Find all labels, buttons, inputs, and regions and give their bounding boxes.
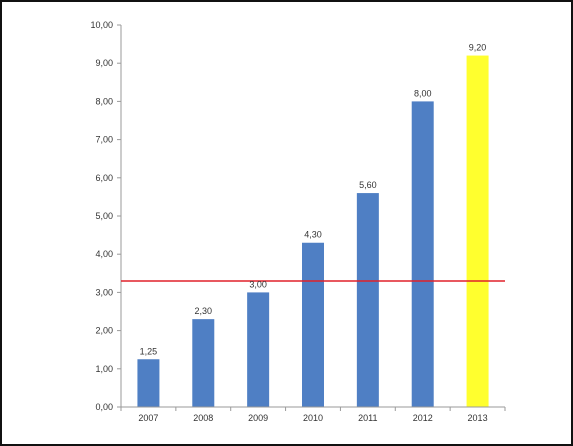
bar (137, 359, 160, 407)
y-tick-label: 5,00 (95, 211, 113, 221)
y-tick-label: 1,00 (95, 364, 113, 374)
y-tick-label: 0,00 (95, 402, 113, 412)
data-label: 9,20 (469, 43, 487, 53)
bar-highlight (466, 55, 489, 408)
y-tick-label: 2,00 (95, 326, 113, 336)
y-axis: 0,00 1,00 2,00 3,00 4,00 5,00 6,00 7,00 8,00 9,00… (90, 20, 122, 412)
data-label: 5,60 (359, 180, 377, 190)
bars (137, 55, 489, 408)
y-tick-label: 8,00 (95, 96, 113, 106)
bar (192, 319, 215, 407)
data-label: 3,00 (249, 279, 267, 289)
data-labels: 1,25 2,30 3,00 4,30 5,60 8,00 9,20 (140, 43, 487, 357)
y-tick-label: 4,00 (95, 249, 113, 259)
y-tick-label: 6,00 (95, 173, 113, 183)
bar (302, 242, 324, 407)
x-tick-label: 2010 (303, 413, 323, 423)
y-tick-label: 7,00 (95, 135, 113, 145)
data-label: 8,00 (414, 88, 432, 98)
data-label: 4,30 (304, 230, 322, 240)
data-label: 2,30 (195, 306, 213, 316)
y-tick-label: 3,00 (95, 287, 113, 297)
x-tick-label: 2013 (468, 413, 488, 423)
x-axis: 2007 2008 2009 2010 2011 2012 2013 (120, 406, 506, 423)
y-tick-label: 9,00 (95, 58, 113, 68)
x-tick-label: 2009 (248, 413, 268, 423)
data-label: 1,25 (140, 346, 158, 356)
bar (411, 101, 434, 408)
x-tick-label: 2011 (358, 413, 377, 423)
x-tick-label: 2012 (413, 413, 433, 423)
x-tick-label: 2007 (138, 413, 158, 423)
bar (356, 193, 379, 407)
x-tick-label: 2008 (193, 413, 213, 423)
y-tick-label: 10,00 (90, 20, 113, 30)
bar (247, 292, 270, 407)
